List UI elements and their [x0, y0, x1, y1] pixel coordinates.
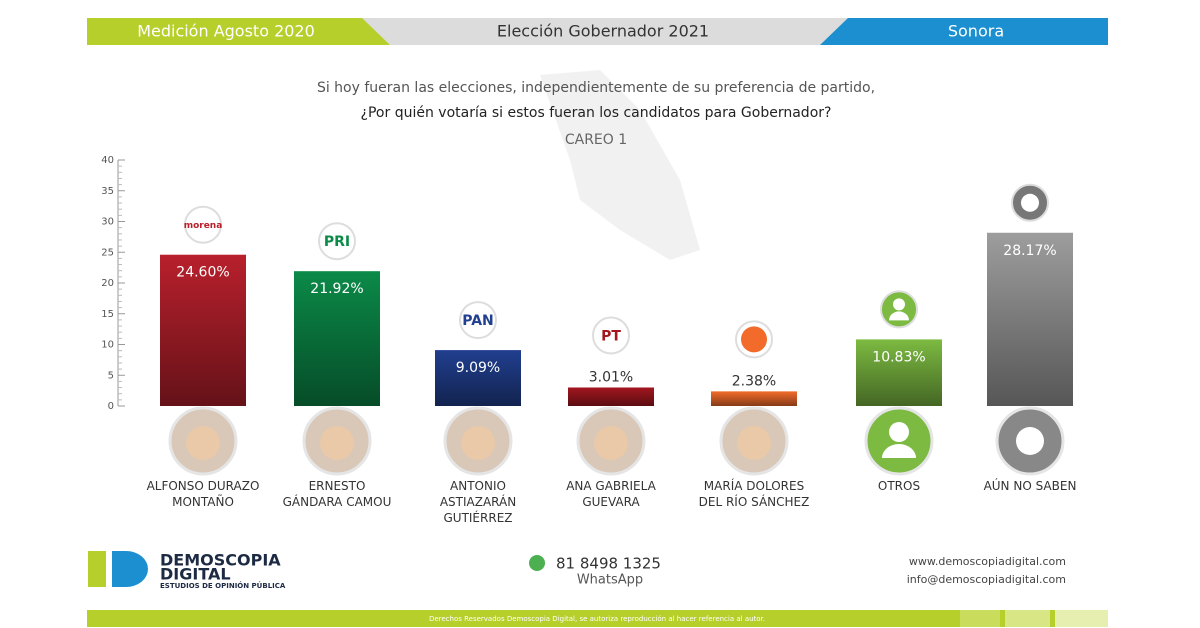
header-left-text: Medición Agosto 2020 — [137, 22, 315, 41]
email: info@demoscopiadigital.com — [907, 573, 1066, 586]
header-right — [820, 18, 1108, 45]
value-label: 9.09% — [456, 360, 500, 376]
whatsapp-icon — [529, 555, 545, 571]
face — [320, 426, 354, 460]
bar-shade — [856, 339, 942, 406]
footer-stripe — [1005, 610, 1050, 627]
y-tick-label: 20 — [101, 278, 114, 289]
bar-shade — [160, 254, 246, 406]
chart-title: CAREO 1 — [565, 132, 627, 148]
question-2: ¿Por quién votaría si estos fueran los c… — [361, 105, 832, 121]
value-label: 24.60% — [176, 265, 229, 281]
face — [737, 426, 771, 460]
logo-d — [112, 551, 148, 587]
y-tick-label: 40 — [101, 155, 114, 166]
x-tick-label: ALFONSO DURAZO MONTAÑO — [146, 479, 260, 509]
tagline: ESTUDIOS DE OPINIÓN PÚBLICA — [160, 581, 286, 590]
copyright: Derechos Reservados Demoscopia Digital, … — [429, 615, 765, 623]
logo-text: PAN — [462, 313, 494, 329]
y-tick-label: 35 — [101, 186, 114, 197]
logo — [459, 301, 497, 340]
face — [461, 426, 495, 460]
person-head — [889, 422, 909, 442]
logo — [592, 316, 630, 355]
person-body — [889, 311, 909, 321]
bar-shade — [294, 271, 380, 406]
footer-stripe — [960, 610, 1000, 627]
value-label: 10.83% — [872, 349, 925, 365]
y-tick-label: 5 — [108, 370, 114, 381]
map-shape — [540, 70, 700, 260]
logo-text: morena — [184, 221, 223, 231]
bar-shade — [435, 350, 521, 406]
face — [594, 426, 628, 460]
phone: 81 8498 1325 — [556, 555, 661, 573]
brand-2: DIGITAL — [160, 565, 231, 584]
logo — [318, 222, 356, 261]
header-left — [87, 18, 390, 45]
bar-shade — [568, 387, 654, 406]
y-tick-label: 15 — [101, 309, 114, 320]
logo — [184, 205, 222, 244]
bar-shade — [711, 391, 797, 406]
header-right-text: Sonora — [948, 22, 1004, 41]
question-mark — [1021, 193, 1039, 212]
x-tick-label: AÚN NO SABEN — [983, 479, 1077, 493]
header-center-text: Elección Gobernador 2021 — [497, 22, 709, 41]
bar-shade — [987, 232, 1073, 406]
x-tick-label: ANA GABRIELA GUEVARA — [566, 479, 656, 509]
y-tick-label: 25 — [101, 247, 114, 258]
value-label: 3.01% — [589, 369, 633, 385]
footer-stripe — [1055, 610, 1108, 627]
logo-text: PT — [601, 328, 621, 344]
question-1: Si hoy fueran las elecciones, independie… — [317, 80, 875, 96]
person-head — [893, 298, 905, 311]
value-label: 28.17% — [1003, 243, 1056, 259]
x-tick-label: ANTONIO ASTIAZARÁN GUTIÉRREZ — [439, 479, 517, 525]
value-label: 21.92% — [310, 281, 363, 297]
x-tick-label: OTROS — [877, 479, 921, 493]
logo-block — [88, 551, 106, 587]
x-tick-label: ERNESTO GÁNDARA CAMOU — [282, 479, 392, 509]
phone-label: WhatsApp — [577, 573, 643, 588]
person-body — [882, 444, 916, 458]
y-tick-label: 30 — [101, 217, 114, 228]
question-mark — [1016, 427, 1044, 455]
face — [186, 426, 220, 460]
logo-mark — [741, 326, 767, 353]
value-label: 2.38% — [732, 373, 776, 389]
y-tick-label: 10 — [101, 340, 114, 351]
footer-bar — [87, 610, 1108, 627]
x-tick-label: MARÍA DOLORES DEL RÍO SÁNCHEZ — [698, 479, 810, 509]
web: www.demoscopiadigital.com — [909, 555, 1066, 568]
logo-text: PRI — [324, 234, 350, 250]
brand-1: DEMOSCOPIA — [160, 551, 281, 570]
y-tick-label: 0 — [108, 401, 114, 412]
